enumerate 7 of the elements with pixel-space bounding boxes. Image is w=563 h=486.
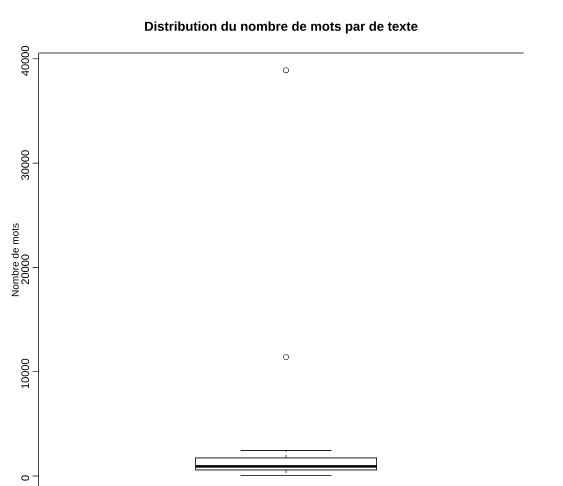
y-tick-label: 10000	[21, 358, 30, 388]
y-axis-title: Nombre de mots	[11, 223, 19, 296]
y-tick-label: 30000	[21, 150, 30, 180]
y-tick-label: 40000	[21, 46, 30, 76]
chart-title: Distribution du nombre de mots par de texte	[145, 21, 418, 34]
y-tick-label: 20000	[21, 254, 30, 284]
y-tick-label: 0	[21, 475, 30, 481]
